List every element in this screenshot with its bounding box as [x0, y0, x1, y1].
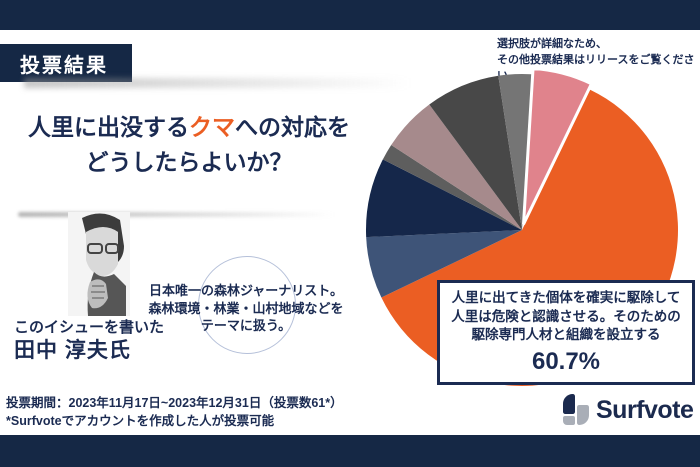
surfvote-logo: Surfvote	[563, 394, 694, 426]
result-box: 人里に出てきた個体を確実に駆除して 人里は危険と認識させる。そのための 駆除専門…	[437, 280, 695, 385]
logo-shape-gray-tall	[577, 405, 589, 425]
divider-shadow-line	[18, 212, 348, 217]
result-box-line1: 人里に出てきた個体を確実に駆除して	[451, 290, 681, 306]
title-text-pre: 人里に出没する	[28, 114, 189, 140]
vote-eligibility-note: *Surfvoteでアカウントを作成した人が投票可能	[6, 414, 275, 428]
result-box-line3: 駆除専門人材と組織を設立する	[471, 327, 661, 343]
top-navy-bar	[0, 0, 700, 30]
page-title-line1: 人里に出没するクマへの対応を	[0, 110, 378, 145]
pie-slice-5	[382, 144, 522, 230]
page-title-line2: どうしたらよいか？	[85, 149, 293, 175]
bio-decorative-circle	[198, 256, 296, 354]
author-bio-line2: 森林環境・林業・山村地域などを	[148, 300, 344, 316]
bottom-navy-bar	[0, 435, 700, 467]
author-bio-line3: テーマに扱う。	[200, 318, 292, 333]
logo-shape-navy-tall	[563, 394, 575, 414]
logo-shape-gray-small	[563, 416, 575, 425]
results-badge-label: 投票結果	[20, 54, 108, 77]
author-caption: このイシューを書いた	[14, 319, 165, 336]
badge-shadow	[24, 78, 454, 88]
pie-slice-8	[498, 74, 532, 231]
vote-period: 投票期間：2023年11月17日~2023年12月31日（投票数61*）	[6, 396, 343, 410]
results-badge: 投票結果	[0, 44, 132, 82]
author-bio-line1: 日本唯一の森林ジャーナリスト。	[148, 283, 344, 298]
pie-slice-4	[366, 159, 522, 238]
title-text-post: への対応を	[235, 114, 350, 140]
author-bio: 日本唯一の森林ジャーナリスト。 森林環境・林業・山村地域などを テーマに扱う。	[140, 282, 352, 335]
surfvote-logo-text: Surfvote	[596, 395, 694, 424]
surfvote-logo-icon	[563, 394, 590, 426]
author-photo	[68, 212, 130, 316]
page-title: 人里に出没するクマへの対応を どうしたらよいか？	[0, 110, 378, 180]
result-box-line2: 人里は危険と認識させる。そのための	[451, 308, 681, 324]
chart-note-line1: 選択肢が詳細なため、	[497, 38, 607, 50]
title-highlight-word: クマ	[189, 114, 235, 140]
result-percent: 60.7%	[531, 347, 601, 375]
pie-slice-6	[391, 104, 522, 230]
author-name: 田中 淳夫氏	[14, 339, 131, 362]
pie-slice-3	[366, 230, 522, 298]
pie-slice-1	[522, 70, 594, 225]
pie-slice-7	[429, 75, 522, 230]
